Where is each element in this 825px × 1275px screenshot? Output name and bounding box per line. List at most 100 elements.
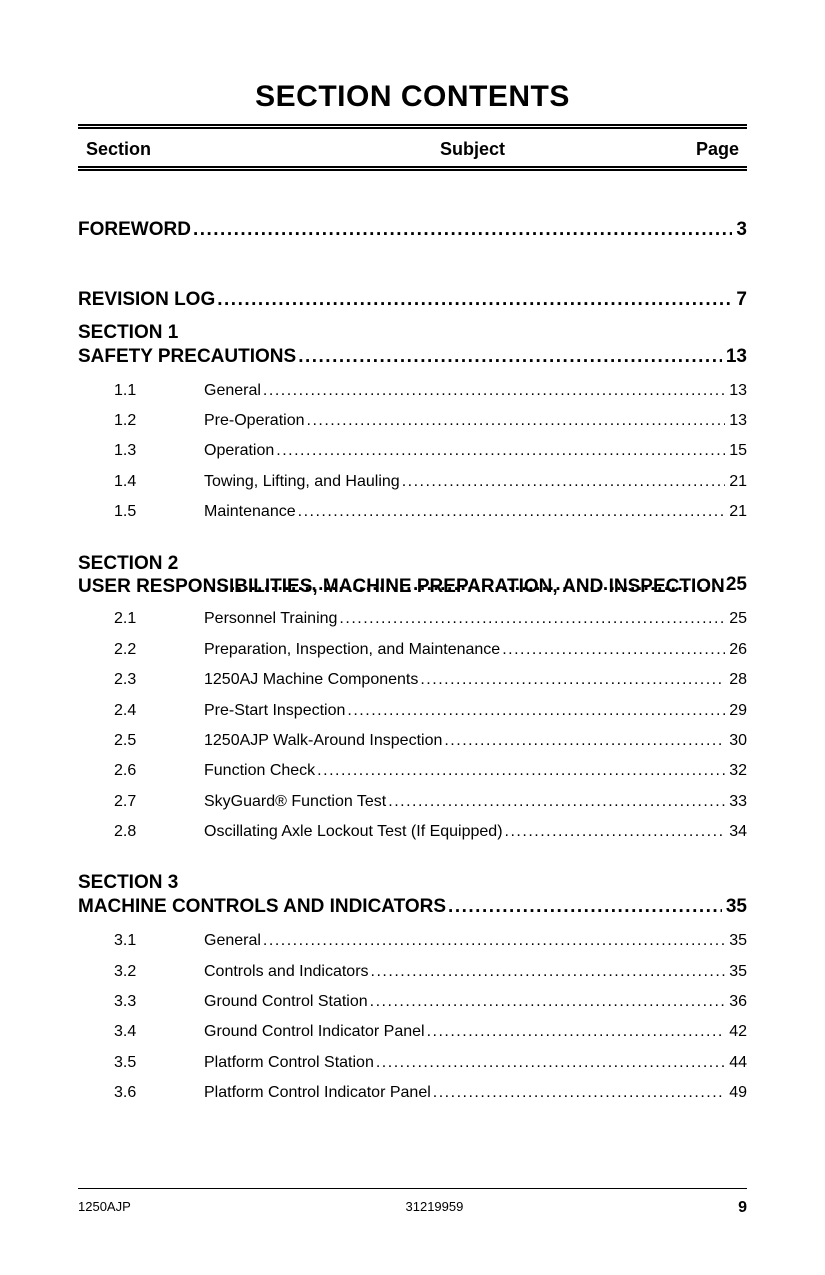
toc-subitem-num: 3.4: [114, 1017, 204, 1047]
toc-subitem-num: 1.1: [114, 376, 204, 406]
leader-dots: [386, 787, 725, 817]
leader-dots: [194, 574, 722, 596]
toc-sublist-1: 1.1General13 1.2Pre-Operation13 1.3Opera…: [78, 376, 747, 528]
toc-subitem: 1.5Maintenance 21: [78, 497, 747, 527]
toc-subitem-label: 1250AJ Machine Components: [204, 665, 418, 695]
toc-subitem-num: 1.4: [114, 467, 204, 497]
leader-dots: [274, 436, 725, 466]
toc-subitem-page: 34: [725, 817, 747, 847]
toc-subitem-page: 32: [725, 756, 747, 786]
toc-subitem: 1.2Pre-Operation13: [78, 406, 747, 436]
toc-major-foreword: FOREWORD 3: [78, 219, 747, 241]
toc-subitem: 3.1General 35: [78, 926, 747, 956]
toc-subitem: 2.4Pre-Start Inspection29: [78, 696, 747, 726]
leader-dots: [418, 665, 725, 695]
toc-subitem-page: 26: [725, 635, 747, 665]
page-container: SECTION CONTENTS Section Subject Page FO…: [0, 0, 825, 1108]
leader-dots: [305, 406, 726, 436]
toc-subitem-page: 35: [725, 926, 747, 956]
toc-major-page: 7: [732, 289, 747, 311]
toc-subitem-page: 21: [725, 497, 747, 527]
toc-subitem-page: 33: [725, 787, 747, 817]
toc-subitem-page: 13: [725, 406, 747, 436]
toc-subitem-page: 44: [725, 1048, 747, 1078]
toc-subitem-num: 2.6: [114, 756, 204, 786]
toc-subitem: 2.31250AJ Machine Components28: [78, 665, 747, 695]
toc-sublist-2: 2.1Personnel Training25 2.2Preparation, …: [78, 604, 747, 847]
toc-subitem-num: 3.6: [114, 1078, 204, 1108]
leader-dots: [296, 346, 722, 368]
toc-subitem: 3.3Ground Control Station36: [78, 987, 747, 1017]
toc-subitem-num: 2.5: [114, 726, 204, 756]
toc-subitem-label: Oscillating Axle Lockout Test (If Equipp…: [204, 817, 503, 847]
leader-dots: [442, 726, 725, 756]
leader-dots: [503, 817, 726, 847]
toc-subitem-label: Operation: [204, 436, 274, 466]
col-header-section: Section: [86, 139, 286, 160]
toc-subitem-label: Pre-Operation: [204, 406, 305, 436]
toc-subitem-label: Towing, Lifting, and Hauling: [204, 467, 400, 497]
leader-dots: [446, 896, 722, 918]
footer-left: 1250AJP: [78, 1199, 131, 1217]
page-footer: 1250AJP 31219959 9: [78, 1188, 747, 1217]
leader-dots: [191, 219, 732, 241]
toc-subitem: 1.4Towing, Lifting, and Hauling 21: [78, 467, 747, 497]
leader-dots: [261, 926, 725, 956]
toc-subitem-page: 21: [725, 467, 747, 497]
toc-section-header: SECTION 1: [78, 321, 747, 346]
toc-subitem: 1.3Operation15: [78, 436, 747, 466]
toc-subitem-page: 28: [725, 665, 747, 695]
toc-subitem-label: Pre-Start Inspection: [204, 696, 345, 726]
toc-subitem-label: Ground Control Station: [204, 987, 368, 1017]
toc-section-page: 25: [722, 574, 747, 596]
toc-section-title-row: MACHINE CONTROLS AND INDICATORS 35: [78, 896, 747, 918]
toc-major-label: REVISION LOG: [78, 289, 215, 311]
leader-dots: [374, 1048, 725, 1078]
toc-subitem-page: 29: [725, 696, 747, 726]
toc-subitem-label: Platform Control Station: [204, 1048, 374, 1078]
leader-dots: [337, 604, 725, 634]
toc-subitem-page: 25: [725, 604, 747, 634]
footer-center: 31219959: [406, 1199, 464, 1217]
leader-dots: [215, 289, 732, 311]
rule-top: [78, 124, 747, 129]
toc-subitem: 2.6Function Check32: [78, 756, 747, 786]
toc-subitem: 1.1General13: [78, 376, 747, 406]
toc-subitem-label: Ground Control Indicator Panel: [204, 1017, 425, 1047]
toc-subitem: 2.51250AJP Walk-Around Inspection30: [78, 726, 747, 756]
toc-section-page: 13: [722, 346, 747, 368]
toc-subitem-label: Preparation, Inspection, and Maintenance: [204, 635, 500, 665]
toc-subitem: 3.4Ground Control Indicator Panel42: [78, 1017, 747, 1047]
toc-subitem-page: 49: [725, 1078, 747, 1108]
col-header-subject: Subject: [286, 139, 659, 160]
toc-subitem-label: Platform Control Indicator Panel: [204, 1078, 431, 1108]
toc-subitem-label: SkyGuard® Function Test: [204, 787, 386, 817]
toc-section-title-row: SAFETY PRECAUTIONS 13: [78, 346, 747, 368]
leader-dots: [368, 987, 726, 1017]
toc-major-revision-log: REVISION LOG 7: [78, 289, 747, 311]
page-title: SECTION CONTENTS: [78, 80, 747, 114]
toc-subitem-num: 2.2: [114, 635, 204, 665]
leader-dots: [431, 1078, 725, 1108]
toc-subitem-num: 3.1: [114, 926, 204, 956]
toc-section-header: SECTION 2: [78, 552, 747, 577]
leader-dots: [425, 1017, 726, 1047]
rule-bottom: [78, 166, 747, 171]
toc-subitem-page: 36: [725, 987, 747, 1017]
leader-dots: [296, 497, 726, 527]
toc-subitem-page: 15: [725, 436, 747, 466]
toc-subitem: 3.6Platform Control Indicator Panel 49: [78, 1078, 747, 1108]
toc-subitem-num: 1.5: [114, 497, 204, 527]
toc-subitem: 3.5Platform Control Station44: [78, 1048, 747, 1078]
toc-subitem-label: Maintenance: [204, 497, 296, 527]
leader-dots: [500, 635, 725, 665]
toc-subitem-page: 30: [725, 726, 747, 756]
toc-subitem: 2.7SkyGuard® Function Test33: [78, 787, 747, 817]
leader-dots: [345, 696, 725, 726]
toc-subitem-label: General: [204, 926, 261, 956]
toc-subitem-label: Personnel Training: [204, 604, 337, 634]
toc-subitem-page: 13: [725, 376, 747, 406]
toc-subitem-num: 3.2: [114, 957, 204, 987]
footer-page-number: 9: [738, 1199, 747, 1217]
column-headers: Section Subject Page: [78, 135, 747, 166]
